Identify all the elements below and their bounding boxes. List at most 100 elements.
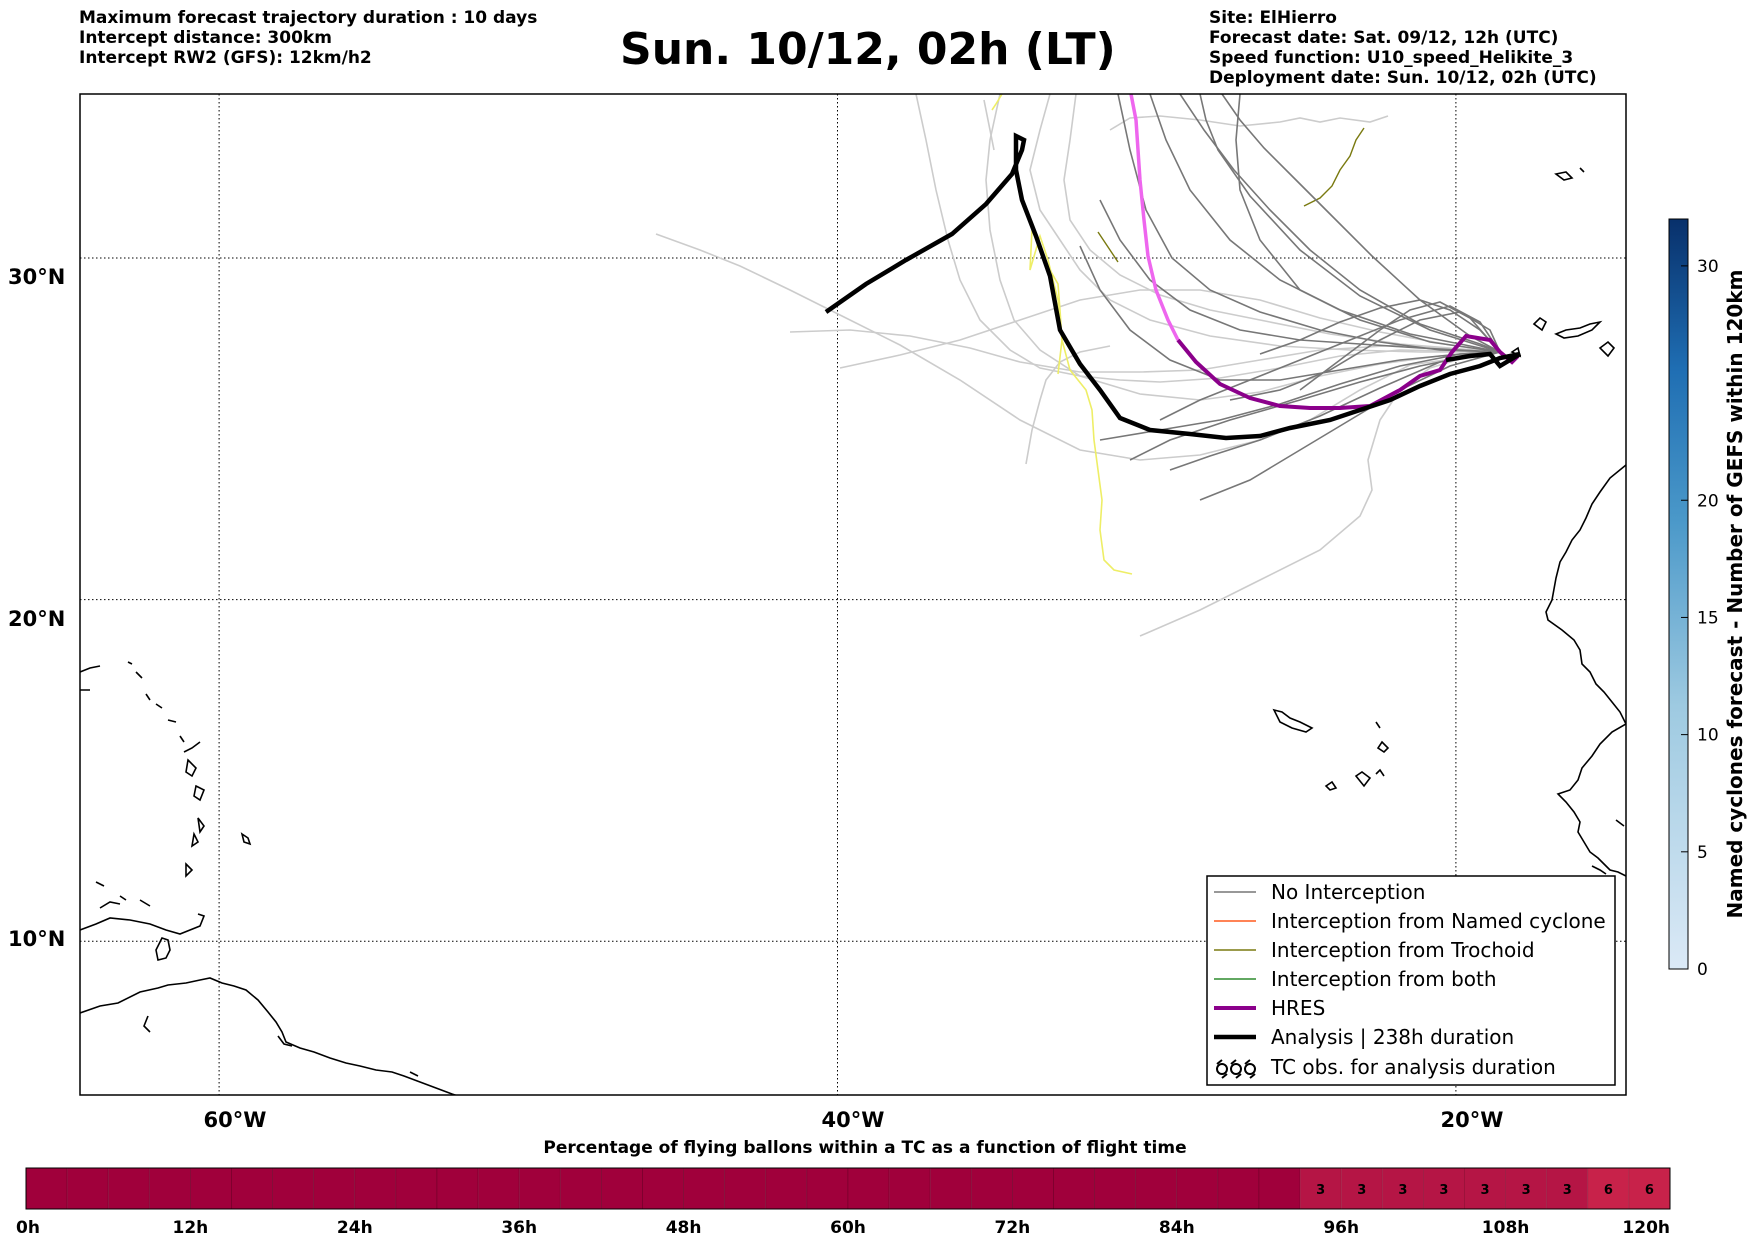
percentage-bar-tick-label: 48h <box>666 1218 702 1238</box>
colorbar-ticks: 0 5 10 15 20 30 <box>1681 257 1719 980</box>
trajectory-yellow <box>991 94 1003 111</box>
coastline-africa-inlet <box>1591 819 1625 875</box>
trajectory-faint <box>983 99 995 151</box>
legend-label: Interception from Named cyclone <box>1271 909 1606 933</box>
trajectory-no-interception <box>1229 311 1501 401</box>
percentage-cell <box>1381 1167 1424 1210</box>
legend-label: TC obs. for analysis duration <box>1270 1055 1556 1079</box>
trajectory-no-interception <box>1221 94 1501 353</box>
trajectory-no-interception <box>1235 94 1501 353</box>
percentage-cell-label: 6 <box>1604 1183 1613 1198</box>
legend-swatch-tc-symbols <box>1216 1059 1256 1079</box>
trajectory-no-interception <box>1099 199 1501 353</box>
colorbar-tick-label: 15 <box>1697 608 1719 628</box>
header-right-line: Forecast date: Sat. 09/12, 12h (UTC) <box>1209 28 1559 48</box>
legend-box <box>1206 875 1616 1086</box>
trajectory-no-interception <box>1199 94 1501 353</box>
percentage-cell <box>436 1167 479 1210</box>
percentage-cell <box>1299 1167 1342 1210</box>
percentage-bar-tick-label: 72h <box>995 1218 1031 1238</box>
coastline-trinidad <box>155 937 171 961</box>
yellow-trajectories <box>991 94 1133 575</box>
trajectory-faint <box>1025 345 1111 465</box>
percentage-cell <box>518 1167 561 1210</box>
trajectory-no-interception <box>1149 94 1501 353</box>
legend-label: Interception from both <box>1271 967 1497 991</box>
trajectories <box>655 94 1522 637</box>
header-left-line: Intercept distance: 300km <box>79 28 332 48</box>
percentage-cell-label: 3 <box>1439 1183 1448 1198</box>
trajectory-yellow <box>1029 229 1063 375</box>
olive-trajectories <box>1097 127 1365 263</box>
header-right-line: Site: ElHierro <box>1209 8 1337 28</box>
percentage-cell <box>888 1167 931 1210</box>
lat-tick-label: 30°N <box>8 265 65 289</box>
percentage-cell-label: 3 <box>1481 1183 1490 1198</box>
colorbar-title: Named cyclones forecast - Number of GEFS… <box>1723 270 1747 919</box>
trajectory-faint <box>915 94 1501 383</box>
lon-tick-label: 20°W <box>1441 1108 1504 1132</box>
trajectory-hres-early <box>1129 94 1180 341</box>
percentage-cell <box>25 1167 68 1210</box>
percentage-cell <box>1135 1167 1178 1210</box>
colorbar-tick-label: 20 <box>1697 491 1719 511</box>
percentage-bar-frame <box>25 1167 1671 1210</box>
trajectory-hres <box>1176 333 1520 410</box>
lon-tick-label: 40°W <box>822 1108 885 1132</box>
coastline-madeira <box>1554 167 1585 181</box>
percentage-cell <box>559 1167 602 1210</box>
percentage-cell <box>148 1167 191 1210</box>
colorbar: 0 5 10 15 20 30 Named cyclones forecast - Num… <box>1668 218 1747 980</box>
percentage-bar-tick-label: 60h <box>830 1218 866 1238</box>
map-axis-labels: 30°N 20°N 10°N 60°W 40°W 20°W <box>8 265 1503 1132</box>
coastline-canary-islands <box>1510 316 1616 358</box>
percentage-cell <box>272 1167 315 1210</box>
percentage-bar-tick-label: 24h <box>337 1218 373 1238</box>
legend-label: Interception from Trochoid <box>1271 938 1535 962</box>
trajectory-faint <box>985 94 1501 401</box>
colorbar-tick-label: 0 <box>1697 960 1708 980</box>
percentage-bar-tick-label: 120h <box>1622 1218 1670 1238</box>
percentage-cell <box>477 1167 520 1210</box>
percentage-bar-tick-labels: 0h 12h 24h 36h 48h 60h 72h 84h 96h 108h 120h <box>16 1218 1670 1238</box>
percentage-cell <box>724 1167 767 1210</box>
map-panel: No Interception Interception from Named … <box>8 93 1627 1132</box>
percentage-cell <box>601 1167 643 1210</box>
percentage-cell <box>683 1167 726 1210</box>
percentage-cell <box>1258 1167 1301 1210</box>
percentage-cell <box>354 1167 397 1210</box>
percentage-cell <box>231 1167 273 1210</box>
percentage-bar-tick-label: 108h <box>1482 1218 1530 1238</box>
coastline-venezuela-bays <box>80 913 419 1077</box>
lat-tick-label: 20°N <box>8 607 65 631</box>
legend-label: Analysis | 238h duration <box>1271 1025 1514 1049</box>
trajectory-no-interception <box>1117 94 1501 353</box>
percentage-bar-tick-label: 12h <box>173 1218 209 1238</box>
coastline-lesser-antilles-north <box>80 661 163 709</box>
trajectory-yellow <box>1049 269 1133 575</box>
percentage-cell <box>395 1167 438 1210</box>
trajectory-faint <box>1139 351 1501 637</box>
percentage-cell <box>1012 1167 1054 1210</box>
coastlines <box>80 167 1626 1095</box>
percentage-cell <box>107 1167 150 1210</box>
percentage-cell <box>1340 1167 1383 1210</box>
trajectory-faint <box>655 233 1501 461</box>
percentage-cell <box>189 1167 232 1210</box>
percentage-cell-label: 3 <box>1398 1183 1407 1198</box>
trajectory-no-interception <box>1159 305 1501 421</box>
trajectory-faint <box>1029 94 1500 353</box>
percentage-cell <box>1423 1167 1465 1210</box>
percentage-cell <box>806 1167 849 1210</box>
percentage-cell <box>642 1167 684 1210</box>
colorbar-tick-label: 5 <box>1697 843 1708 863</box>
trajectory-no-interception <box>1259 299 1501 355</box>
legend: No Interception Interception from Named … <box>1206 875 1616 1086</box>
page-title: Sun. 10/12, 02h (LT) <box>620 24 1116 75</box>
percentage-cell-label: 6 <box>1645 1183 1654 1198</box>
percentage-cell <box>313 1167 356 1210</box>
percentage-cell <box>66 1167 109 1210</box>
map-frame <box>79 93 1627 1096</box>
trajectory-faint <box>1109 115 1389 131</box>
